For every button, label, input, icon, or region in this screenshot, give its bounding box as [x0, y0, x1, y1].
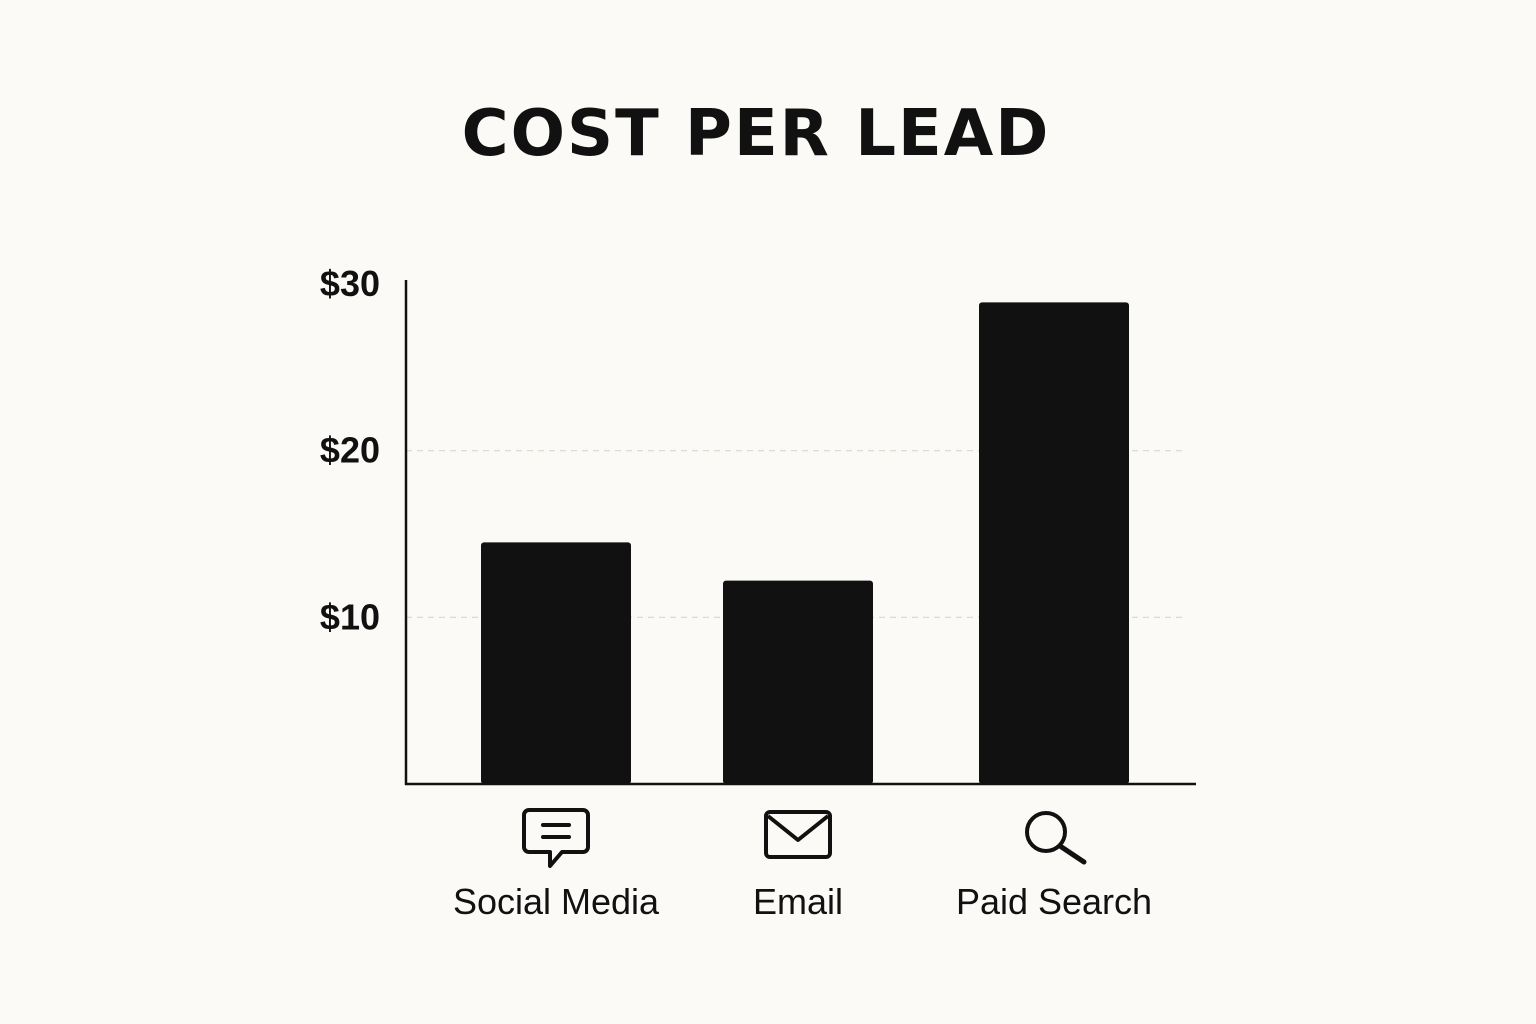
y-tick-label: $30: [320, 263, 380, 304]
bar-social-media: [481, 542, 631, 784]
x-category-label: Email: [753, 881, 843, 922]
chart-title: COST PER LEAD: [461, 97, 1051, 171]
y-tick-label: $20: [320, 430, 380, 471]
axes: [404, 280, 1196, 786]
x-category-label: Social Media: [453, 881, 660, 922]
envelope-icon: [764, 810, 832, 859]
y-tick-label: $10: [320, 596, 380, 637]
x-category-label: Paid Search: [956, 881, 1152, 922]
magnifier-icon: [1025, 811, 1087, 865]
bars: [481, 302, 1129, 784]
category-icons: [522, 808, 1087, 868]
bar-paid-search: [979, 302, 1129, 784]
chat-bubble-icon: [522, 808, 590, 868]
y-tick-labels: $10 $20 $30: [320, 263, 380, 637]
category-labels: Social Media Email Paid Search: [453, 881, 1152, 922]
bar-email: [723, 580, 873, 784]
